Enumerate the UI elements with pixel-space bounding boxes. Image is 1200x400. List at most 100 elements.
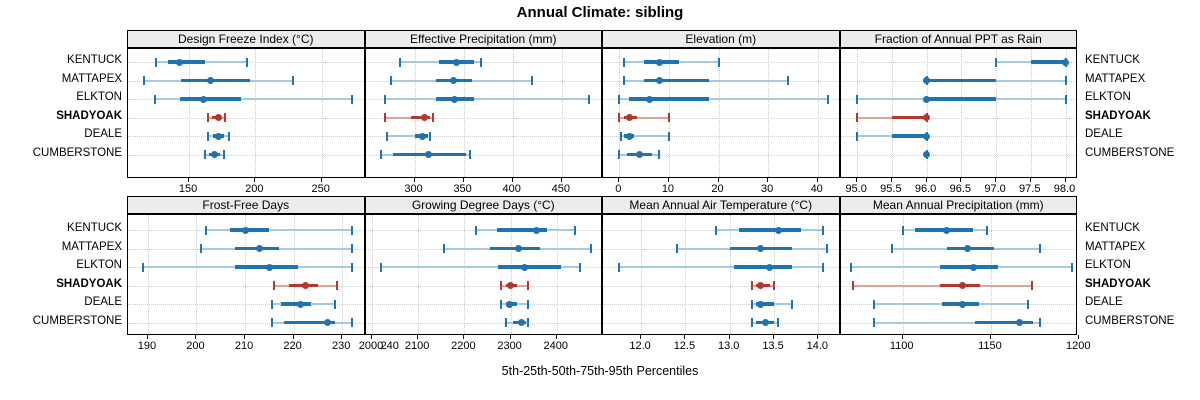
median-dot	[923, 151, 931, 158]
gridline-vertical	[1065, 49, 1067, 177]
range-5-95-line	[620, 135, 669, 137]
axis-tick-label: 220	[283, 340, 302, 352]
axis-tick-label: 95.5	[880, 183, 902, 195]
axis-tick	[684, 335, 686, 339]
whisker-cap-p5	[901, 225, 904, 235]
median-dot	[256, 245, 264, 252]
whisker-cap-p5	[203, 150, 206, 159]
panel-elevation-m	[602, 48, 840, 178]
range-25-75-line	[926, 78, 997, 83]
axis-tick-label: 400	[502, 183, 521, 195]
gridline-horizontal	[365, 154, 602, 156]
range-25-75-line	[644, 78, 709, 83]
axis-tick-label: 200	[245, 183, 264, 195]
range-5-95-line	[874, 321, 1041, 324]
gridline-horizontal	[128, 285, 364, 287]
axis-tick-label: 95.0	[845, 183, 867, 195]
whisker-cap-p5	[852, 281, 855, 290]
axis-tick	[146, 335, 148, 339]
panel-effective-precipitation-mm	[364, 48, 602, 178]
site-label-left-deale: DEALE	[84, 128, 122, 140]
axis-tick	[728, 335, 730, 339]
site-label-left-cumberstone: CUMBERSTONE	[32, 314, 122, 327]
whisker-cap-p5	[715, 225, 718, 235]
whisker-cap-p95	[531, 76, 534, 85]
median-dot	[418, 132, 426, 140]
panel-strip: Effective Precipitation (mm)	[364, 30, 602, 48]
site-label-right-elkton: ELKTON	[1085, 259, 1131, 271]
range-25-75-line	[283, 320, 335, 325]
whisker-cap-p95	[773, 281, 776, 290]
range-25-75-line	[489, 246, 541, 251]
panel-strip: Fraction of Annual PPT as Rain	[839, 30, 1077, 48]
site-label-left-elkton: ELKTON	[76, 259, 122, 271]
axis-caption: 5th-25th-50th-75th-95th Percentiles	[501, 364, 699, 378]
axis-tick	[767, 178, 769, 182]
whisker-cap-p5	[617, 262, 620, 272]
gridline-horizontal	[603, 154, 839, 156]
whisker-cap-p95	[1064, 94, 1067, 104]
median-dot	[265, 263, 273, 271]
axis-tick	[463, 335, 465, 339]
axis-tick-label: 150	[178, 183, 198, 195]
range-25-75-line	[756, 302, 775, 306]
site-label-left-kentuck: KENTUCK	[67, 222, 122, 234]
range-25-75-line	[939, 265, 998, 269]
whisker-cap-p5	[856, 94, 859, 104]
median-dot	[450, 77, 458, 84]
range-25-75-line	[1030, 60, 1066, 64]
whisker-cap-p5	[873, 318, 876, 327]
gridline-vertical	[902, 215, 904, 334]
whisker-cap-p5	[675, 244, 678, 253]
range-5-95-line	[619, 98, 828, 100]
gridline-horizontal	[365, 62, 602, 63]
range-25-75-line	[281, 302, 311, 306]
whisker-cap-p95	[480, 57, 483, 67]
site-label-left-elkton: ELKTON	[76, 91, 122, 103]
whisker-cap-p95	[222, 150, 225, 159]
site-label-right-mattapex: MATTAPEX	[1085, 72, 1146, 85]
median-dot	[200, 95, 208, 103]
median-dot	[214, 132, 222, 140]
site-label-right-cumberstone: CUMBERSTONE	[1085, 314, 1175, 327]
axis-tick	[244, 335, 246, 339]
whisker-cap-p5	[504, 318, 507, 327]
whisker-cap-p95	[826, 244, 829, 253]
whisker-cap-p5	[384, 94, 387, 104]
axis-tick	[1078, 335, 1080, 339]
axis-tick	[901, 335, 903, 339]
gridline-horizontal	[840, 62, 1077, 63]
median-dot	[757, 300, 765, 308]
panel-strip: Design Freeze Index (°C)	[127, 30, 365, 48]
gridline-horizontal	[603, 322, 839, 324]
median-dot	[655, 58, 663, 66]
whisker-cap-p5	[500, 281, 503, 290]
median-dot	[506, 300, 514, 308]
whisker-cap-p5	[618, 113, 621, 122]
whisker-cap-p95	[658, 150, 661, 159]
site-label-left-mattapex: MATTAPEX	[61, 240, 122, 253]
gridline-vertical	[510, 215, 512, 334]
whisker-cap-p5	[206, 131, 209, 141]
gridline-vertical	[718, 49, 720, 177]
axis-tick-label: 30	[760, 183, 774, 195]
whisker-cap-p95	[526, 299, 529, 309]
range-5-95-line	[385, 116, 434, 119]
axis-tick	[370, 335, 372, 339]
whisker-cap-p5	[200, 244, 203, 253]
whisker-cap-p5	[856, 113, 859, 122]
axis-tick-label: 2300	[497, 340, 522, 352]
whisker-cap-p95	[429, 131, 432, 141]
whisker-cap-p5	[850, 262, 853, 272]
whisker-cap-p5	[390, 76, 393, 85]
axis-tick-label: 200	[186, 340, 205, 352]
whisker-cap-p95	[527, 281, 530, 290]
axis-tick	[413, 178, 415, 182]
gridline-vertical	[561, 49, 563, 177]
median-dot	[943, 226, 951, 234]
axis-tick-label: 1200	[1065, 340, 1091, 352]
median-dot	[757, 245, 765, 252]
median-dot	[923, 77, 931, 84]
median-dot	[297, 300, 305, 308]
range-25-75-line	[975, 320, 1034, 325]
